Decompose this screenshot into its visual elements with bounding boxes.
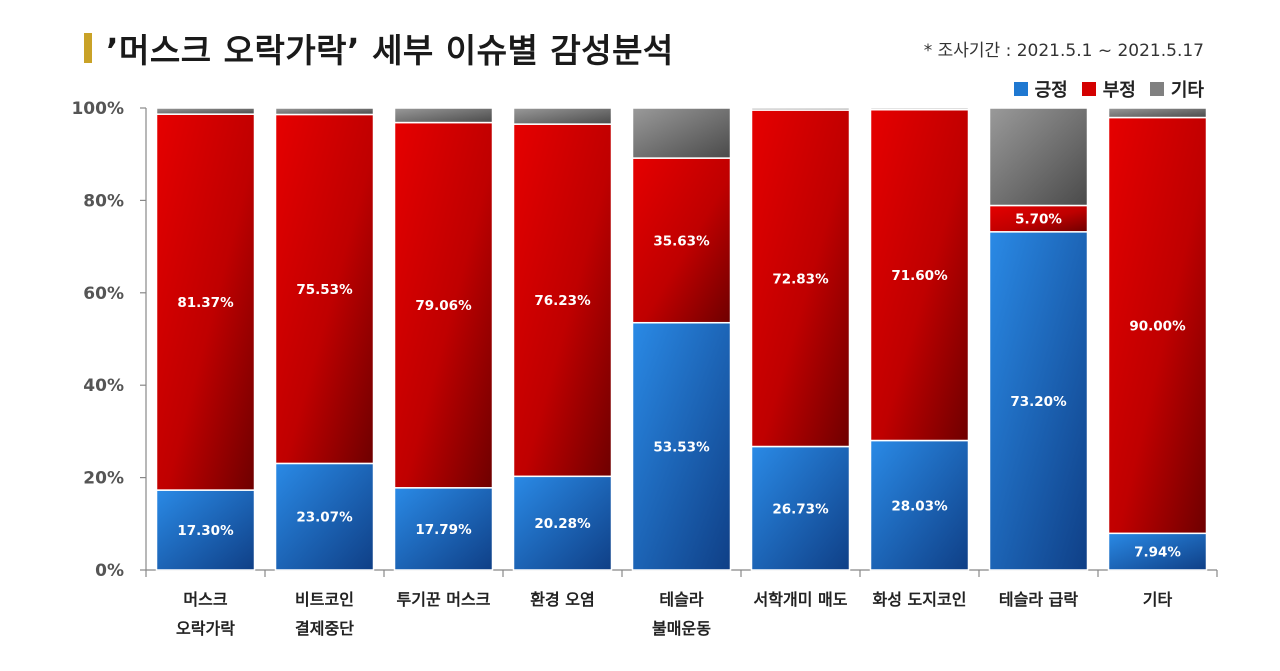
data-label: 7.94% [1134, 545, 1181, 561]
bar-segment-negative [750, 109, 851, 448]
data-label: 23.07% [296, 510, 353, 526]
bar-segment-negative [1107, 116, 1208, 535]
bar-segment-positive [869, 439, 970, 571]
bar-segment-positive [155, 489, 256, 571]
survey-period: * 조사기간 : 2021.5.1 ~ 2021.5.17 [923, 41, 1204, 61]
data-label: 35.63% [653, 233, 710, 249]
bar-segment-positive [512, 475, 613, 571]
data-label: 90.00% [1129, 318, 1186, 334]
bar-segment-other [512, 107, 613, 125]
x-category-label: 비트코인 [295, 590, 354, 609]
data-label: 73.20% [1010, 394, 1067, 410]
bar-segment-other [155, 107, 256, 115]
x-category-label: 테슬라 [659, 590, 703, 609]
legend-item-other: 기타 [1149, 76, 1204, 102]
bar-segment-negative [631, 157, 732, 324]
x-category-label: 기타 [1143, 590, 1173, 609]
data-label: 20.28% [534, 516, 591, 532]
legend-item-positive: 긍정 [1013, 76, 1068, 102]
title-block: ’머스크 오락가락’ 세부 이슈별 감성분석 [84, 26, 674, 70]
chart-title: ’머스크 오락가락’ 세부 이슈별 감성분석 [106, 31, 674, 70]
legend-swatch-positive [1013, 82, 1028, 96]
x-category-label: 오락가락 [176, 619, 235, 638]
x-category-label: 투기꾼 머스크 [397, 590, 491, 609]
bar-segment-other [631, 107, 732, 159]
data-label: 76.23% [534, 293, 591, 309]
data-label: 53.53% [653, 439, 710, 455]
y-tick-label: 80% [83, 191, 124, 211]
bar-segment-positive [988, 231, 1089, 571]
legend-label-positive: 긍정 [1034, 80, 1068, 101]
bar-segment-negative [393, 121, 494, 489]
x-category-label: 환경 오염 [530, 590, 594, 609]
bar-segment-other [750, 107, 851, 111]
legend-swatch-negative [1081, 82, 1096, 96]
data-label: 79.06% [415, 298, 472, 314]
y-tick-label: 100% [71, 99, 124, 119]
bar-segment-negative [274, 113, 375, 465]
data-label: 75.53% [296, 282, 353, 298]
y-tick-label: 0% [95, 561, 124, 581]
legend-label-other: 기타 [1170, 80, 1204, 101]
bar-segment-negative [988, 204, 1089, 233]
bar-segment-other [1107, 107, 1208, 119]
bar-segment-other [393, 107, 494, 124]
bar-segment-positive [631, 321, 732, 571]
legend-label-negative: 부정 [1102, 80, 1136, 101]
x-category-label: 서학개미 매도 [754, 590, 848, 609]
data-label: 17.79% [415, 522, 472, 538]
legend: 긍정 부정 기타 [1000, 76, 1204, 102]
x-category-label: 화성 도지코인 [873, 590, 967, 609]
x-category-label: 불매운동 [652, 619, 711, 638]
bar-segment-negative [512, 123, 613, 478]
bar-segment-positive [1107, 532, 1208, 571]
data-label: 26.73% [772, 501, 829, 517]
title-accent-bar [84, 33, 92, 63]
data-label: 71.60% [891, 268, 948, 284]
data-label: 81.37% [177, 295, 234, 311]
data-labels: 17.30% 81.37% 23.07% 75.53% 17.79% 79.06% 20.2… [177, 212, 1186, 561]
bar-segment-positive [750, 445, 851, 571]
x-category-label: 테슬라 급락 [999, 590, 1078, 609]
legend-swatch-other [1149, 82, 1164, 96]
bar-segment-positive [274, 462, 375, 571]
data-label: 17.30% [177, 523, 234, 539]
bar-segment-other [988, 107, 1089, 207]
x-category-label: 머스크 [183, 590, 227, 609]
x-category-label: 결제중단 [295, 619, 354, 638]
bars [155, 107, 1208, 571]
legend-item-negative: 부정 [1081, 76, 1136, 102]
y-tick-label: 20% [83, 469, 124, 489]
y-tick-label: 60% [83, 284, 124, 304]
bar-segment-other [869, 107, 970, 111]
bar-segment-other [274, 107, 375, 116]
data-label: 72.83% [772, 271, 829, 287]
data-label: 5.70% [1015, 212, 1062, 228]
data-label: 28.03% [891, 498, 948, 514]
y-tick-label: 40% [83, 376, 124, 396]
